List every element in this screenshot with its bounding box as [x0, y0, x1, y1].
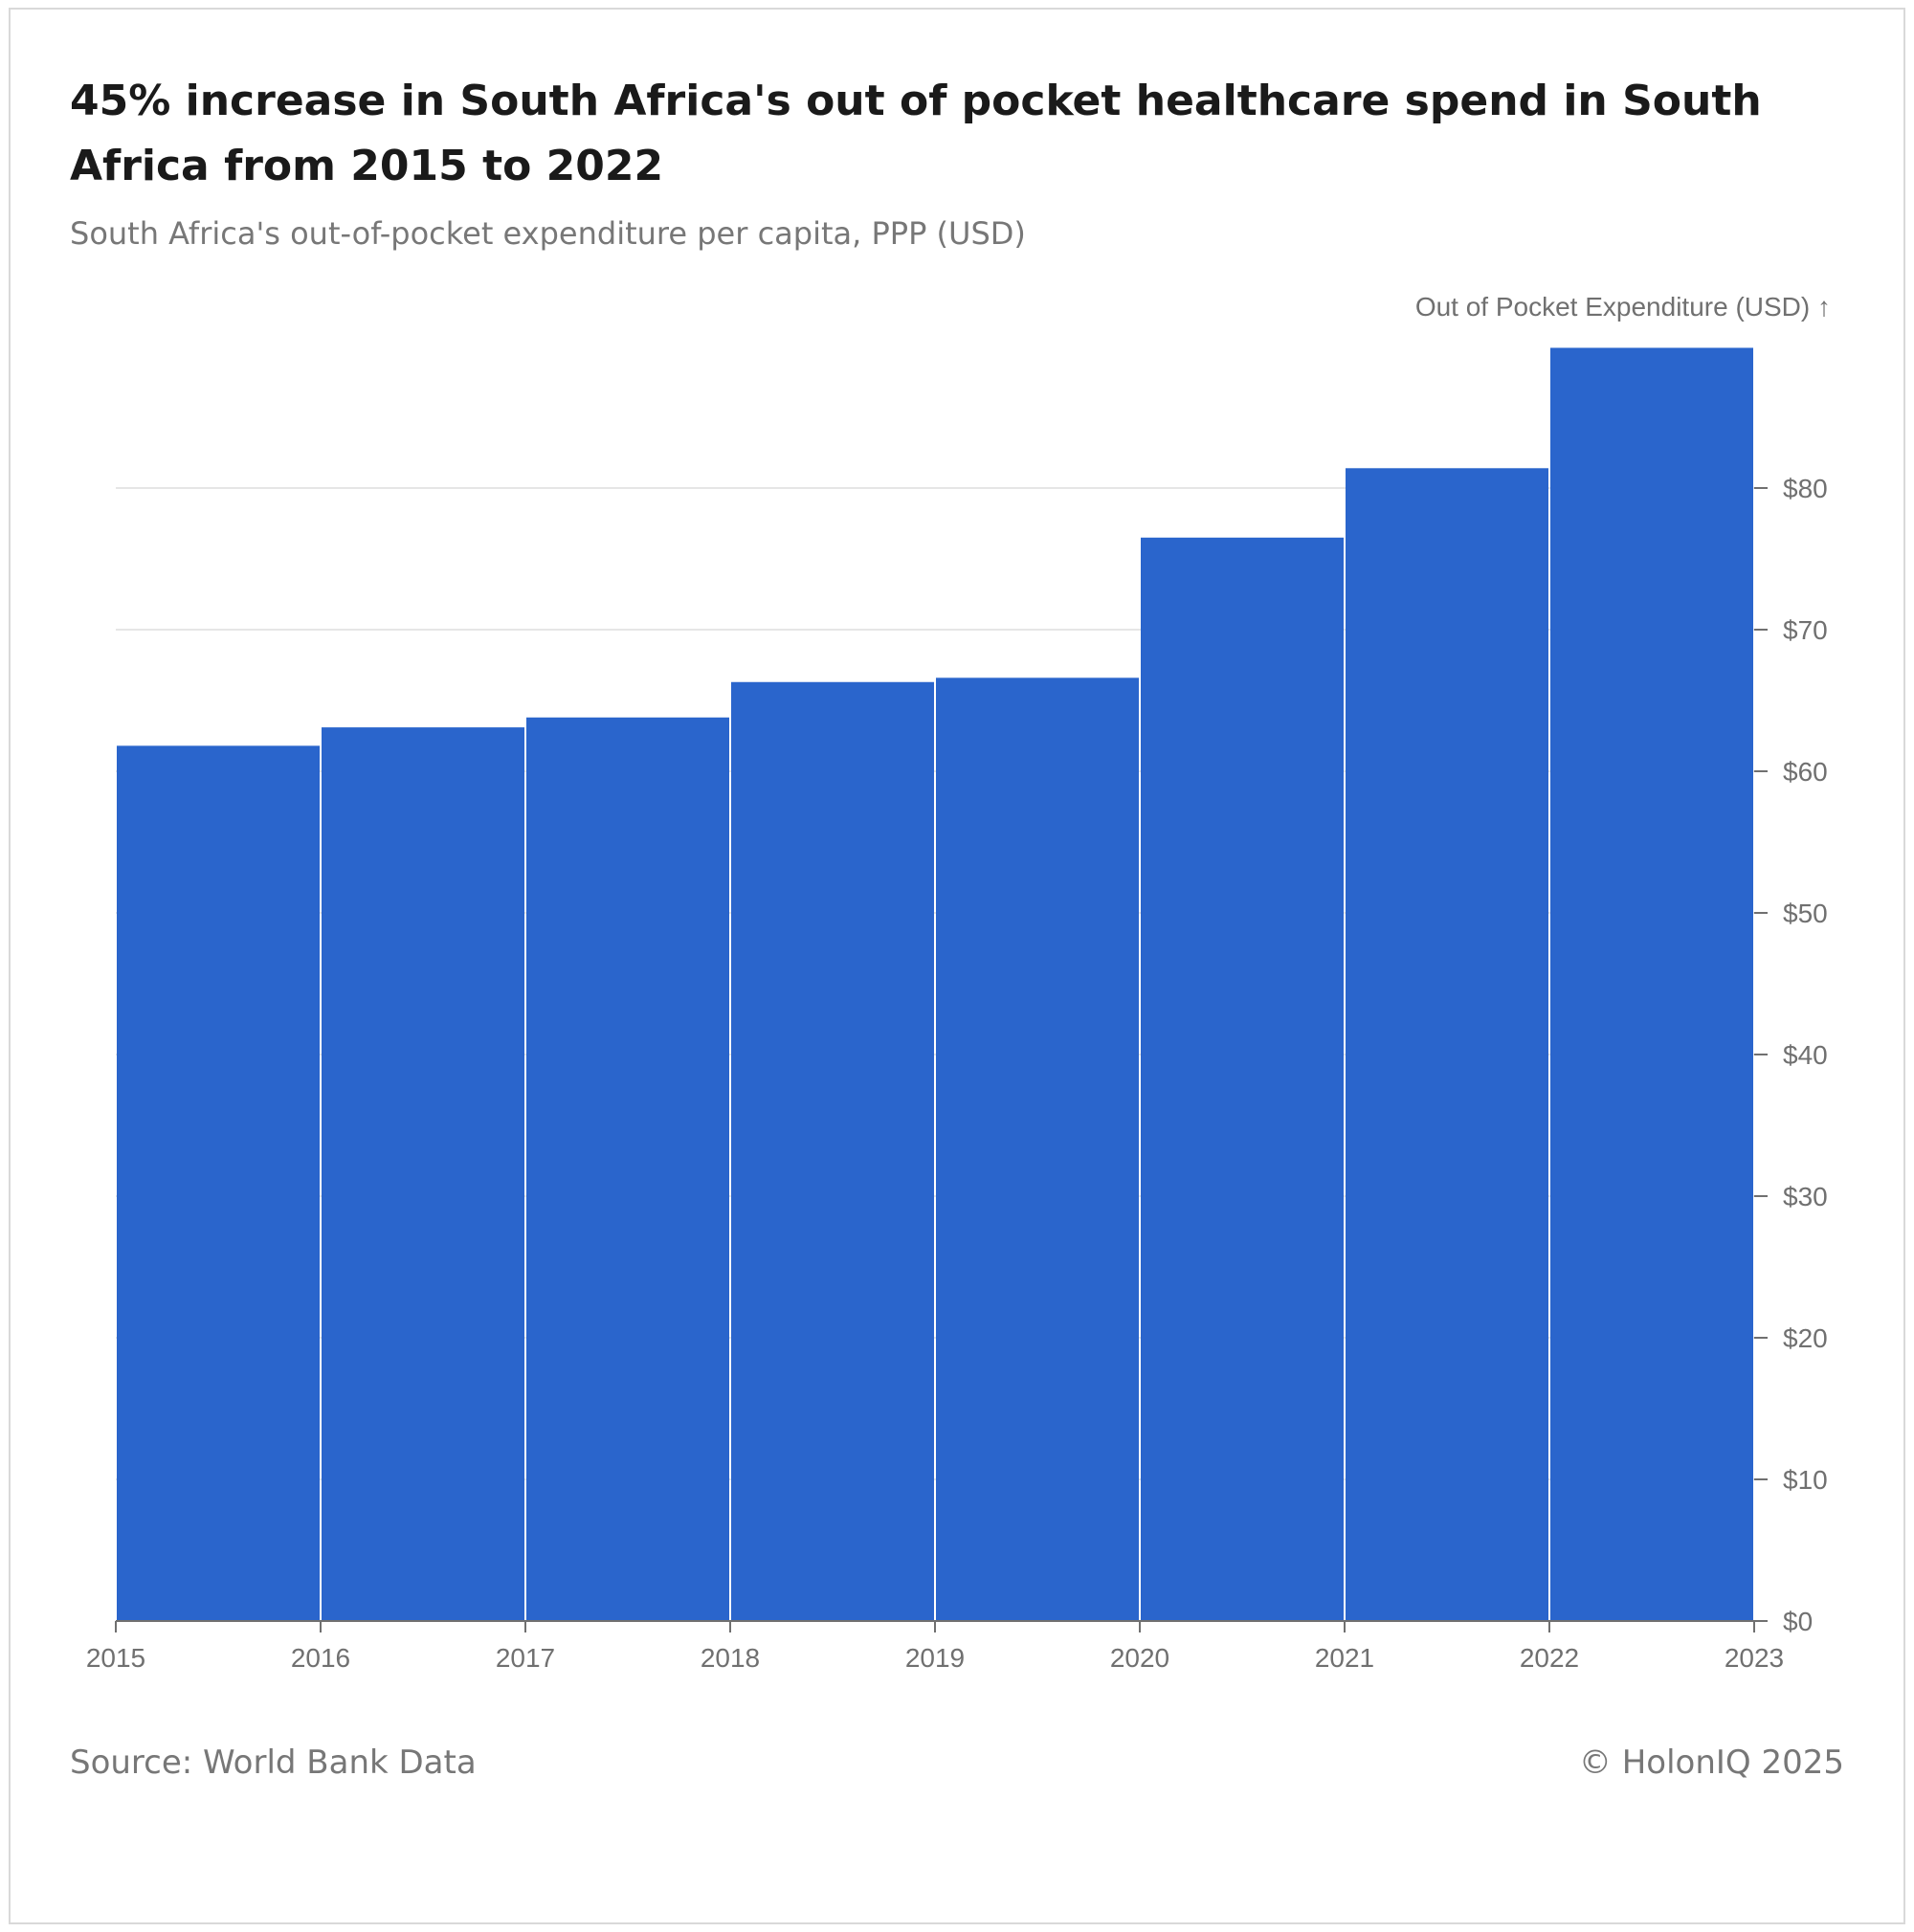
y-tick-label: $80	[1783, 474, 1828, 503]
bar-2022[interactable]	[1550, 347, 1753, 1622]
bar-2018[interactable]	[731, 681, 934, 1621]
y-tick-label: $50	[1783, 899, 1828, 928]
x-tick-label: 2016	[291, 1643, 350, 1673]
source-note: Source: World Bank Data	[70, 1743, 477, 1782]
chart-title: 45% increase in South Africa's out of po…	[70, 77, 1762, 190]
x-tick-label: 2022	[1520, 1643, 1579, 1673]
bars	[117, 347, 1753, 1622]
y-tick-label: $60	[1783, 757, 1828, 787]
copyright-note: © HolonIQ 2025	[1578, 1743, 1844, 1782]
x-tick-label: 2021	[1315, 1643, 1374, 1673]
bar-2015[interactable]	[117, 745, 320, 1621]
x-tick-label: 2020	[1110, 1643, 1169, 1673]
bar-2020[interactable]	[1141, 537, 1344, 1621]
chart-subtitle: South Africa's out-of-pocket expenditure…	[70, 215, 1026, 252]
y-tick-label: $70	[1783, 615, 1828, 645]
x-tick-label: 2023	[1725, 1643, 1784, 1673]
bar-2016[interactable]	[322, 727, 524, 1621]
bar-chart: $0 $10 $20 $30 $40 $50 $60 $70 $80 2015 2016 2017 20…	[86, 292, 1831, 1673]
y-tick-label: $0	[1783, 1607, 1813, 1636]
x-tick-label: 2015	[86, 1643, 145, 1673]
y-tick-label: $30	[1783, 1182, 1828, 1211]
y-tick-label: $40	[1783, 1040, 1828, 1070]
x-tick-label: 2019	[905, 1643, 965, 1673]
bar-2021[interactable]	[1346, 468, 1548, 1621]
y-tick-label: $20	[1783, 1323, 1828, 1353]
bar-2017[interactable]	[526, 717, 729, 1621]
x-tick-label: 2018	[701, 1643, 760, 1673]
y-axis-title: Out of Pocket Expenditure (USD) ↑	[1415, 292, 1831, 322]
x-tick-label: 2017	[496, 1643, 555, 1673]
bar-2019[interactable]	[936, 677, 1139, 1621]
y-tick-label: $10	[1783, 1465, 1828, 1495]
axes: $0 $10 $20 $30 $40 $50 $60 $70 $80 2015 2016 2017 20…	[86, 474, 1828, 1673]
